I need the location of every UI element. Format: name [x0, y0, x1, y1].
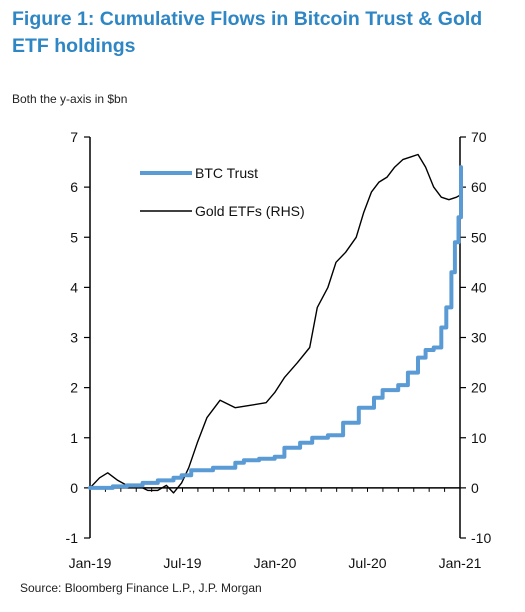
left-y-tick-label: 7 [70, 129, 78, 145]
left-y-tick-label: 5 [70, 229, 78, 245]
right-y-tick-label: -10 [471, 530, 491, 546]
right-y-tick-label: 60 [471, 179, 487, 195]
left-y-tick-label: 6 [70, 179, 78, 195]
x-tick-label: Jul-20 [348, 555, 386, 571]
chart-subtitle: Both the y-axis in $bn [12, 92, 128, 106]
left-y-tick-label: 0 [70, 480, 78, 496]
gold-etfs-line [89, 153, 462, 494]
right-y-tick-label: 40 [471, 279, 487, 295]
x-tick-label: Jul-19 [163, 555, 201, 571]
chart-title: Figure 1: Cumulative Flows in Bitcoin Tr… [12, 8, 483, 57]
left-y-tick-label: 3 [70, 330, 78, 346]
right-y-tick-label: 0 [471, 480, 479, 496]
chart-source: Source: Bloomberg Finance L.P., J.P. Mor… [20, 581, 262, 595]
x-tick-label: Jan-19 [69, 555, 112, 571]
right-y-tick-label: 20 [471, 380, 487, 396]
btc-trust-line [88, 165, 463, 490]
right-y-tick-label: 30 [471, 330, 487, 346]
right-y-tick-label: 10 [471, 430, 487, 446]
left-y-tick-label: 4 [70, 279, 78, 295]
legend-label-gold-etfs: Gold ETFs (RHS) [195, 203, 305, 219]
x-tick-label: Jan-20 [254, 555, 297, 571]
right-y-tick-label: 50 [471, 229, 487, 245]
right-y-tick-label: 70 [471, 129, 487, 145]
left-y-tick-label: -1 [66, 530, 79, 546]
left-y-tick-label: 1 [70, 430, 78, 446]
left-y-tick-label: 2 [70, 380, 78, 396]
x-tick-label: Jan-21 [439, 555, 482, 571]
legend-label-btc-trust: BTC Trust [195, 165, 258, 181]
